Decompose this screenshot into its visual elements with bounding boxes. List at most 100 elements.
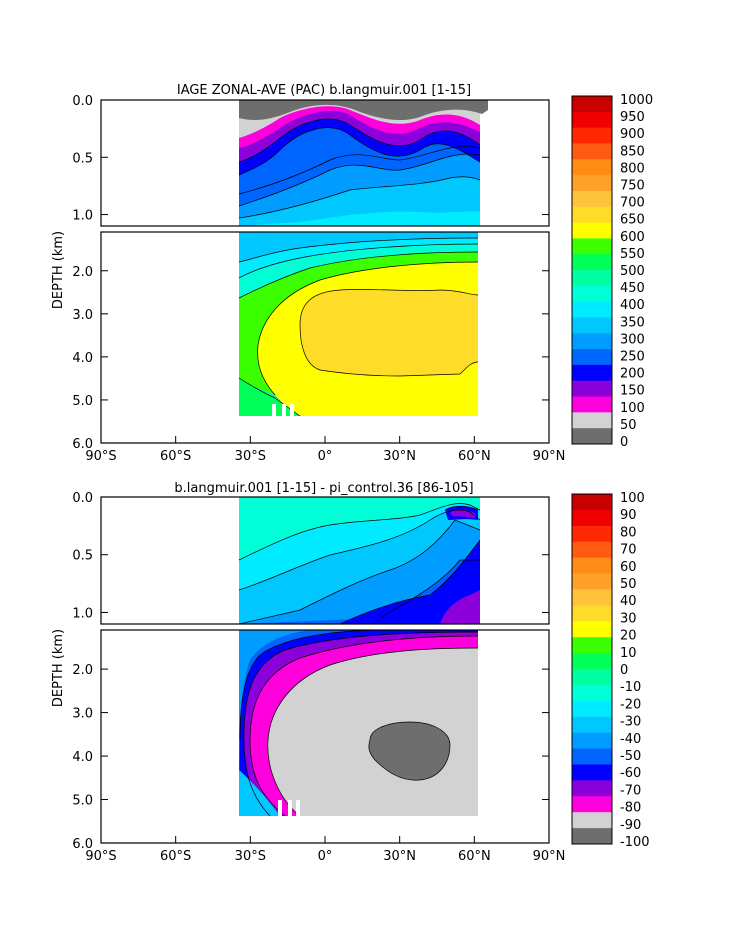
colorbar-label: 800 [620,161,645,176]
colorbar-label: -60 [620,766,641,781]
colorbar-swatch [572,812,612,829]
colorbar-label: 900 [620,127,645,142]
colorbar-swatch [572,285,612,303]
colorbar-swatch [572,254,612,271]
colorbar-swatch [572,732,612,749]
x-tick-label: 0° [318,849,333,864]
colorbar-swatch [572,333,612,350]
y-tick-label: 4.0 [72,750,93,765]
y-tick-label: 5.0 [72,394,93,409]
colorbar-swatch [572,509,612,527]
colorbar-swatch [572,206,612,223]
colorbar-swatch [572,605,612,622]
colorbar-swatch [572,159,612,176]
diff-axes: 90°S 60°S 30°S 0° 30°N 60°N 90°N 0.0 0.5 1.0 2.0 3.… [72,491,565,864]
colorbar-swatch [572,653,612,670]
y-tick-label: 6.0 [72,837,93,852]
age-lower-field [238,232,480,443]
y-tick-label: 3.0 [72,707,93,722]
x-tick-label: 30°N [383,849,416,864]
colorbar-swatch [572,764,612,781]
colorbar-swatch [572,190,612,208]
x-tick-label: 90°S [85,449,116,464]
colorbar-label: 20 [620,629,637,644]
x-tick-label: 60°S [160,849,191,864]
colorbar-label: 550 [620,247,645,262]
diff-upper-field [238,497,481,624]
colorbar-label: 10 [620,646,637,661]
age-panel-title: IAGE ZONAL-AVE (PAC) b.langmuir.001 [1-1… [177,83,471,98]
colorbar-label: -70 [620,783,641,798]
age-panel: IAGE ZONAL-AVE (PAC) b.langmuir.001 [1-1… [51,83,653,464]
colorbar-swatch [572,541,612,559]
colorbar-label: 90 [620,508,637,523]
colorbar-label: 40 [620,594,637,609]
colorbar-swatch [572,111,612,129]
age-ylabel: DEPTH (km) [51,231,66,309]
colorbar-label: 100 [620,491,645,506]
colorbar-swatch [572,175,612,192]
diff-ylabel: DEPTH (km) [51,629,66,707]
x-tick-label: 60°N [458,849,491,864]
colorbar-swatch [572,412,612,429]
colorbar-swatch [572,96,612,113]
colorbar-label: 100 [620,401,645,416]
colorbar-label: -80 [620,801,641,816]
colorbar-swatch [572,364,612,382]
colorbar-label: 950 [620,110,645,125]
y-tick-label: 0.5 [72,549,93,564]
colorbar-label: 750 [620,179,645,194]
age-axes: 90°S 60°S 30°S 0° 30°N 60°N 90°N 0.0 0.5 1.0 2.0 3.… [72,94,565,464]
diff-colorbar: 1009080706050403020100-10-20-30-40-50-60… [571,491,650,850]
colorbar-swatch [572,557,612,574]
colorbar-swatch [572,396,612,413]
colorbar-label: 70 [620,543,637,558]
y-tick-label: 0.5 [72,151,93,166]
colorbar-swatch [572,573,612,590]
colorbar-label: 0 [620,663,628,678]
colorbar-swatch [572,494,612,511]
y-tick-label: 3.0 [72,308,93,323]
colorbar-swatch [572,589,612,606]
colorbar-label: 350 [620,315,645,330]
colorbar-label: 500 [620,264,645,279]
y-tick-label: 2.0 [72,265,93,280]
colorbar-swatch [572,748,612,765]
colorbar-label: 1000 [620,93,653,108]
colorbar-swatch [572,428,612,445]
colorbar-swatch [572,525,612,543]
colorbar-label: 300 [620,332,645,347]
y-tick-label: 1.0 [72,606,93,621]
x-tick-label: 30°N [383,449,416,464]
colorbar-swatch [572,301,612,318]
colorbar-swatch [572,716,612,734]
colorbar-label: 50 [620,418,637,433]
y-tick-label: 2.0 [72,663,93,678]
x-tick-label: 30°S [235,449,266,464]
x-tick-label: 90°N [533,849,566,864]
colorbar-swatch [572,796,612,813]
colorbar-swatch [572,238,612,255]
colorbar-label: 80 [620,525,637,540]
age-colorbar: 1000950900850800750700650600550500450400… [571,93,653,450]
colorbar-swatch [572,270,612,287]
colorbar-label: -50 [620,749,641,764]
x-tick-label: 60°N [458,449,491,464]
colorbar-label: 650 [620,213,645,228]
colorbar-label: 150 [620,384,645,399]
colorbar-label: 450 [620,281,645,296]
colorbar-swatch [572,669,612,686]
colorbar-swatch [572,222,612,239]
colorbar-label: -100 [620,835,650,850]
colorbar-swatch [572,684,612,702]
colorbar-swatch [572,828,612,845]
y-tick-label: 5.0 [72,794,93,809]
colorbar-swatch [572,127,612,144]
colorbar-swatch [572,380,612,397]
x-tick-label: 60°S [160,449,191,464]
colorbar-label: 600 [620,230,645,245]
colorbar-label: 850 [620,144,645,159]
x-tick-label: 90°S [85,849,116,864]
colorbar-label: 400 [620,298,645,313]
